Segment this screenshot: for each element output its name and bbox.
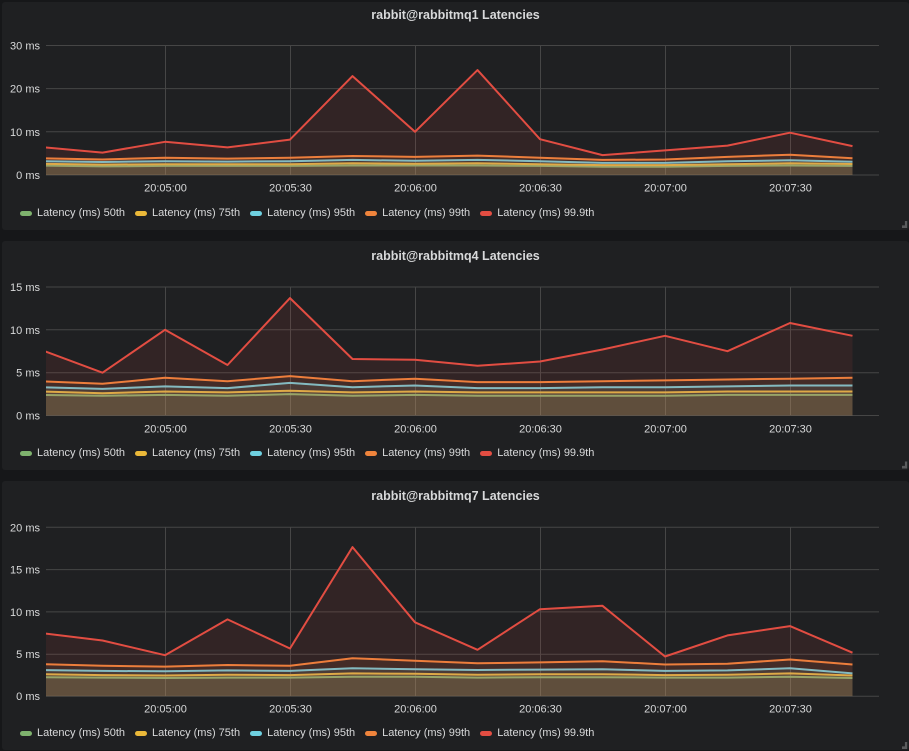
svg-text:20:07:30: 20:07:30	[769, 703, 812, 715]
svg-text:20:05:30: 20:05:30	[269, 183, 312, 195]
svg-text:20:07:00: 20:07:00	[644, 703, 687, 715]
svg-text:20:05:30: 20:05:30	[269, 423, 312, 435]
svg-text:20:05:00: 20:05:00	[144, 183, 187, 195]
svg-text:20 ms: 20 ms	[10, 522, 40, 534]
svg-text:10 ms: 10 ms	[10, 606, 40, 618]
svg-text:20:06:30: 20:06:30	[519, 423, 562, 435]
svg-text:15 ms: 15 ms	[10, 282, 40, 294]
svg-text:20:05:30: 20:05:30	[269, 703, 312, 715]
svg-text:20:06:00: 20:06:00	[394, 703, 437, 715]
svg-text:0 ms: 0 ms	[16, 691, 40, 703]
svg-text:20:05:00: 20:05:00	[144, 703, 187, 715]
svg-text:5 ms: 5 ms	[16, 649, 40, 661]
svg-text:20:07:30: 20:07:30	[769, 423, 812, 435]
svg-text:20:07:30: 20:07:30	[769, 183, 812, 195]
svg-text:15 ms: 15 ms	[10, 564, 40, 576]
svg-text:10 ms: 10 ms	[10, 324, 40, 336]
svg-text:20:06:00: 20:06:00	[394, 423, 437, 435]
svg-text:20:06:30: 20:06:30	[519, 703, 562, 715]
svg-text:30 ms: 30 ms	[10, 41, 40, 53]
svg-text:10 ms: 10 ms	[10, 127, 40, 139]
svg-text:0 ms: 0 ms	[16, 170, 40, 182]
svg-text:0 ms: 0 ms	[16, 410, 40, 422]
svg-text:20 ms: 20 ms	[10, 84, 40, 96]
svg-text:20:07:00: 20:07:00	[644, 423, 687, 435]
svg-text:20:05:00: 20:05:00	[144, 423, 187, 435]
svg-text:20:07:00: 20:07:00	[644, 183, 687, 195]
svg-text:20:06:30: 20:06:30	[519, 183, 562, 195]
svg-text:20:06:00: 20:06:00	[394, 183, 437, 195]
svg-text:5 ms: 5 ms	[16, 367, 40, 379]
